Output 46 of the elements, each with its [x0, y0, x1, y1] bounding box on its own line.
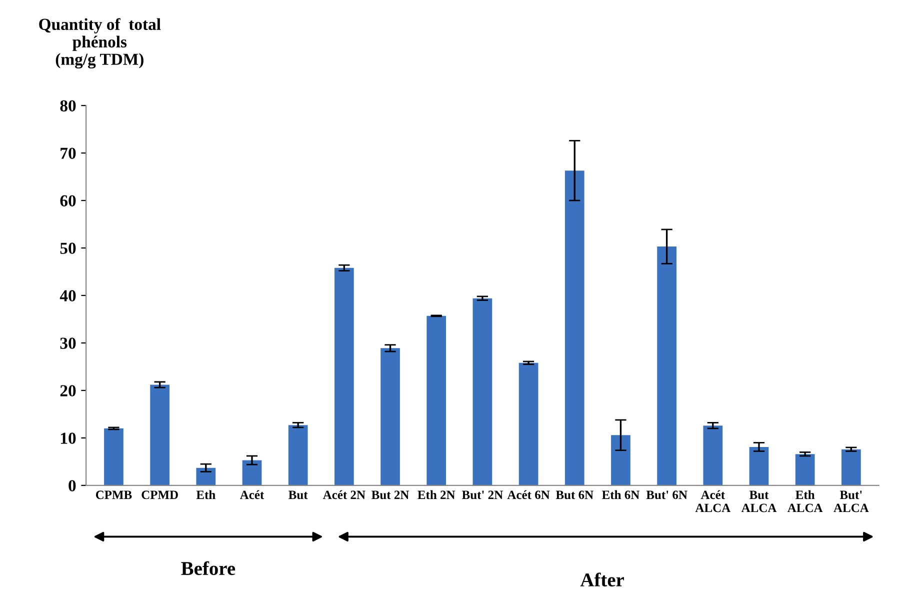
x-tick-label: But' ALCA — [834, 490, 869, 512]
x-tick-label: Eth — [196, 490, 216, 500]
y-axis-title: Quantity of total phénols (mg/g TDM) — [39, 18, 161, 68]
bar — [657, 246, 676, 486]
y-tick-label: 10 — [61, 432, 76, 444]
x-tick-label: CPMB — [96, 490, 132, 500]
x-tick-label: But — [288, 490, 308, 500]
bar — [196, 468, 216, 486]
bar — [611, 435, 630, 486]
y-tick-label: 70 — [60, 148, 76, 159]
text: Before — [181, 561, 236, 576]
bar — [150, 384, 170, 486]
y-tick-label: 0 — [68, 480, 76, 492]
bar — [104, 428, 124, 486]
x-tick-label: Acét ALCA — [695, 490, 731, 512]
x-tick-label: Eth 6N — [602, 490, 640, 500]
bar — [703, 426, 723, 486]
bar — [288, 425, 308, 486]
bar — [472, 298, 492, 486]
bar — [841, 449, 861, 486]
bar — [380, 348, 400, 486]
bar — [749, 446, 769, 486]
bar — [334, 268, 354, 486]
bar — [518, 362, 538, 486]
x-tick-label: But 2N — [372, 490, 410, 500]
x-tick-label: But 6N — [556, 490, 594, 500]
y-tick-label: 80 — [60, 100, 76, 112]
bar — [426, 316, 446, 486]
x-tick-label: Eth 2N — [418, 490, 456, 500]
y-tick-label: 50 — [60, 242, 76, 254]
x-tick-label: Acét 6N — [507, 490, 550, 500]
y-tick-label: 40 — [60, 290, 76, 302]
x-tick-label: Acét — [240, 490, 264, 500]
x-tick-label: CPMD — [142, 490, 178, 500]
bar — [242, 460, 262, 486]
x-tick-label: But ALCA — [741, 490, 777, 512]
x-tick-label: Acét 2N — [322, 490, 366, 500]
x-tick-label: Eth ALCA — [787, 490, 823, 512]
bar — [795, 454, 815, 486]
y-tick-label: 20 — [60, 385, 76, 396]
y-tick-label: 30 — [60, 338, 76, 349]
text: After — [580, 572, 624, 586]
x-tick-label: But' 6N — [646, 490, 688, 500]
bar — [564, 170, 584, 486]
y-tick-label: 60 — [60, 195, 76, 206]
x-tick-label: But' 2N — [462, 490, 503, 500]
